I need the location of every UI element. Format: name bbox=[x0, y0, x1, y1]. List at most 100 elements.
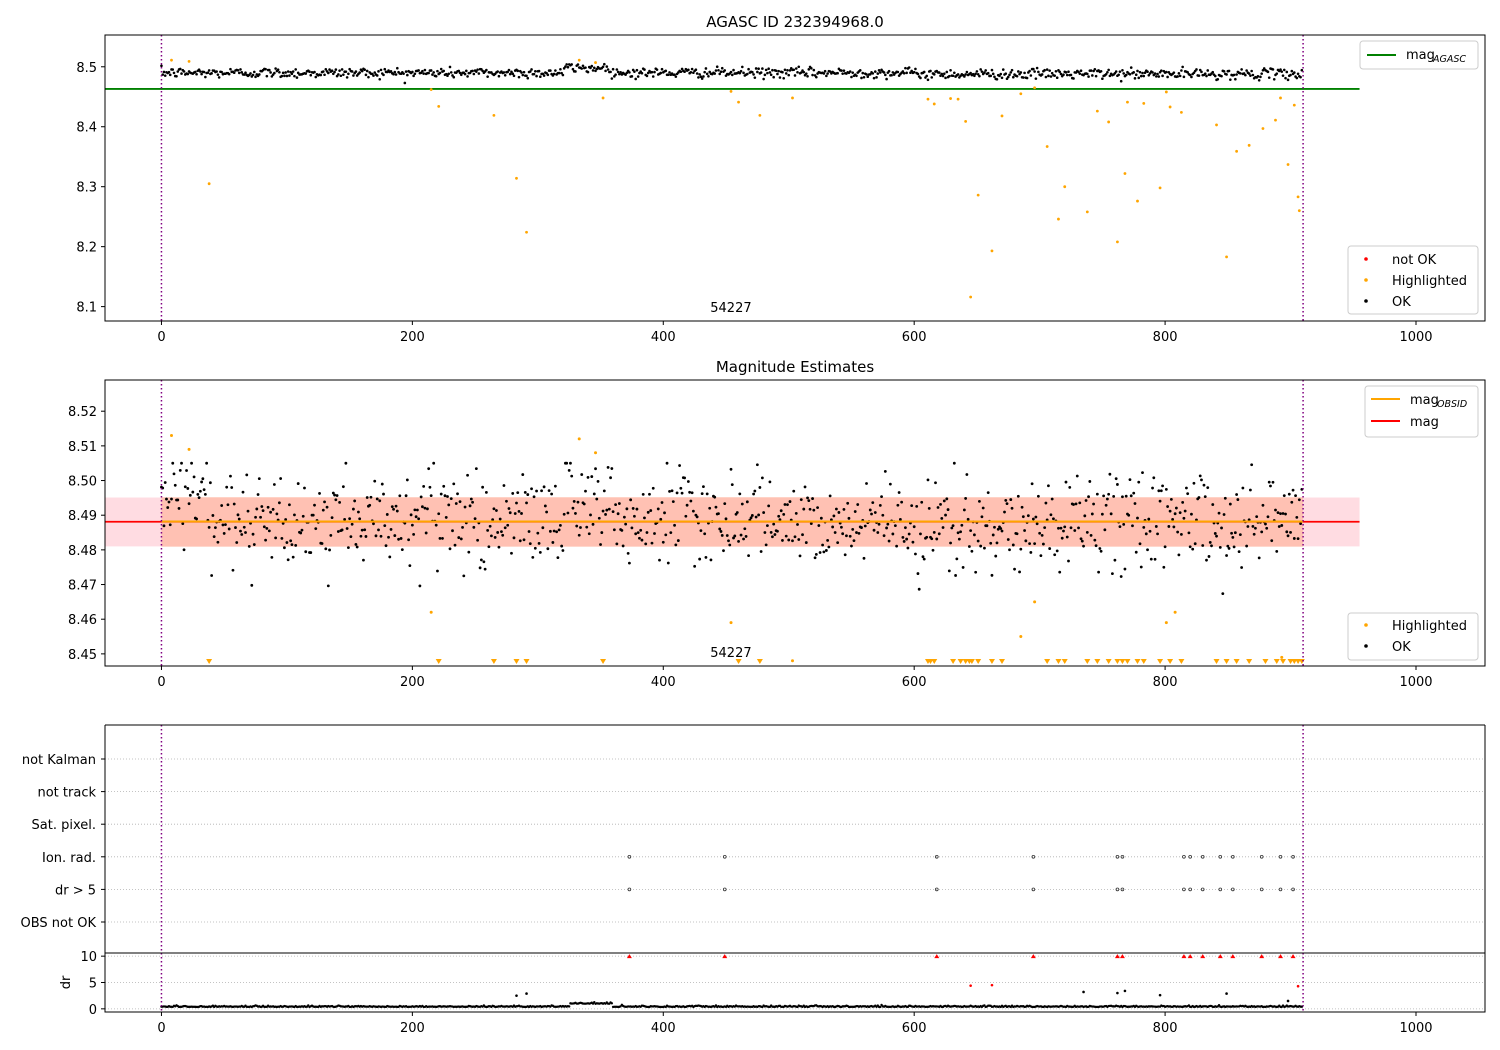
x-tick-label: 1000 bbox=[1399, 1021, 1432, 1036]
ok-point bbox=[1260, 72, 1263, 75]
ok-point bbox=[799, 71, 803, 74]
highlighted-point bbox=[1136, 199, 1139, 203]
flag-category-label: OBS not OK bbox=[21, 916, 97, 931]
ok-point bbox=[1029, 74, 1033, 77]
ok-point bbox=[1284, 76, 1287, 80]
flag-point bbox=[1200, 854, 1205, 859]
ok-point bbox=[276, 68, 280, 72]
ok-point bbox=[776, 529, 779, 533]
ok-point bbox=[403, 81, 407, 85]
ok-point bbox=[528, 542, 532, 545]
ok-point bbox=[1157, 75, 1161, 78]
ok-point bbox=[1246, 525, 1250, 528]
ok-point bbox=[1119, 575, 1123, 578]
ok-point bbox=[491, 518, 495, 522]
y-tick-label: 0 bbox=[89, 1003, 97, 1018]
ok-point bbox=[690, 491, 694, 495]
ok-point bbox=[911, 540, 915, 544]
agasc-axes-frame bbox=[104, 34, 1486, 322]
ok-point bbox=[714, 69, 718, 72]
ok-point bbox=[342, 73, 345, 76]
ok-point bbox=[176, 70, 180, 73]
lower-limit-marker bbox=[513, 659, 520, 664]
ok-point bbox=[502, 484, 506, 487]
ok-point bbox=[617, 502, 621, 505]
ok-point bbox=[354, 70, 358, 73]
dr-clipped-marker bbox=[1030, 954, 1036, 959]
ok-point bbox=[270, 556, 274, 559]
ok-point bbox=[940, 516, 944, 520]
highlighted-point bbox=[1000, 114, 1004, 118]
ok-point bbox=[720, 66, 724, 70]
highlighted-point bbox=[969, 295, 973, 299]
ok-point bbox=[622, 515, 626, 519]
ok-point bbox=[555, 530, 559, 534]
highlighted-point bbox=[1297, 209, 1301, 213]
ok-point bbox=[176, 498, 180, 502]
ok-point bbox=[1095, 492, 1099, 496]
ok-point bbox=[1104, 72, 1108, 76]
ok-point bbox=[1042, 542, 1045, 546]
ok-point bbox=[459, 537, 463, 541]
ok-point bbox=[1186, 492, 1190, 496]
ok-point bbox=[461, 525, 464, 529]
ok-point bbox=[360, 528, 364, 532]
ok-point bbox=[336, 530, 340, 533]
ok-point bbox=[1067, 559, 1070, 563]
flag-point bbox=[1278, 854, 1283, 859]
highlighted-point bbox=[1057, 217, 1060, 221]
ok-point bbox=[522, 538, 526, 542]
ok-point bbox=[288, 74, 291, 77]
ok-point bbox=[448, 65, 452, 69]
ok-point bbox=[267, 529, 271, 533]
flag-point bbox=[1115, 854, 1120, 859]
ok-point bbox=[232, 502, 236, 506]
ok-point bbox=[1294, 494, 1297, 497]
ok-point bbox=[1098, 547, 1102, 550]
ok-point bbox=[1138, 70, 1142, 74]
ok-point bbox=[1045, 68, 1049, 71]
ok-point bbox=[496, 531, 500, 534]
ok-point bbox=[860, 76, 863, 80]
ok-point bbox=[631, 507, 635, 510]
ok-point bbox=[1213, 74, 1217, 78]
highlighted-point bbox=[758, 113, 762, 117]
ok-point bbox=[424, 531, 428, 535]
flag-category-label: not Kalman bbox=[22, 753, 96, 768]
ok-point bbox=[1291, 488, 1295, 492]
y-tick-label: 5 bbox=[89, 977, 97, 992]
ok-point bbox=[478, 566, 482, 570]
lower-limit-marker bbox=[927, 659, 934, 664]
ok-point bbox=[590, 475, 594, 478]
ok-point bbox=[848, 70, 852, 73]
ok-point bbox=[664, 69, 668, 73]
ok-point bbox=[759, 550, 763, 553]
ok-point bbox=[512, 74, 516, 78]
ok-point bbox=[308, 70, 311, 74]
ok-point bbox=[399, 537, 403, 540]
ok-point bbox=[1058, 70, 1062, 74]
ok-point bbox=[1035, 66, 1039, 70]
ok-point bbox=[1297, 498, 1301, 502]
ok-point bbox=[916, 72, 920, 76]
ok-point bbox=[1272, 77, 1276, 81]
ok-point bbox=[614, 73, 617, 76]
ok-point bbox=[1132, 491, 1136, 495]
ok-point bbox=[974, 570, 978, 574]
ok-point bbox=[281, 521, 285, 525]
ok-point bbox=[1177, 553, 1181, 557]
ok-point bbox=[393, 534, 397, 537]
ok-point bbox=[858, 69, 862, 72]
highlighted-point bbox=[1123, 172, 1127, 175]
ok-point bbox=[1172, 525, 1176, 529]
ok-point bbox=[914, 67, 917, 71]
ok-point bbox=[1103, 528, 1107, 532]
ok-point bbox=[679, 70, 683, 74]
ok-point bbox=[1108, 472, 1112, 476]
ok-point bbox=[171, 68, 175, 71]
ok-point bbox=[168, 73, 172, 77]
ok-point bbox=[1044, 75, 1048, 79]
ok-point bbox=[1241, 486, 1245, 490]
ok-point bbox=[252, 543, 256, 546]
ok-point bbox=[206, 71, 210, 75]
